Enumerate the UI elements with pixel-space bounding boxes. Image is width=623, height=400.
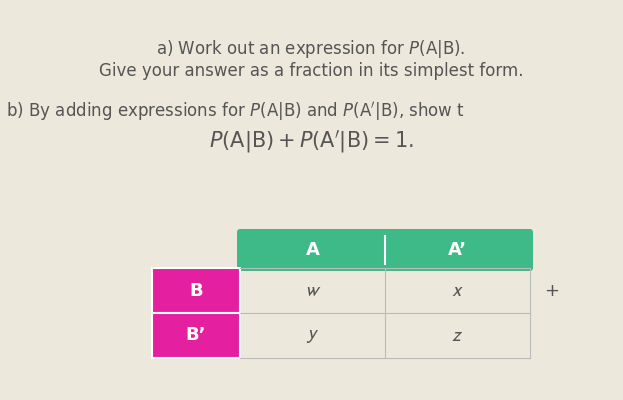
Text: $\mathcal{w}$: $\mathcal{w}$ xyxy=(304,281,321,300)
Text: $P(\mathrm{A}|\mathrm{B}) + P(\mathrm{A^{\prime}}|\mathrm{B}) = 1.$: $P(\mathrm{A}|\mathrm{B}) + P(\mathrm{A^… xyxy=(209,128,414,155)
Text: A’: A’ xyxy=(448,241,467,259)
Text: +: + xyxy=(545,282,559,300)
Text: $\mathcal{y}$: $\mathcal{y}$ xyxy=(306,326,319,345)
Text: B: B xyxy=(189,282,203,300)
Text: $\mathcal{z}$: $\mathcal{z}$ xyxy=(452,326,464,345)
Text: B’: B’ xyxy=(186,326,206,344)
FancyBboxPatch shape xyxy=(152,313,240,358)
Text: a) Work out an expression for $P(\mathrm{A}|\mathrm{B})$.: a) Work out an expression for $P(\mathrm… xyxy=(156,38,466,60)
FancyBboxPatch shape xyxy=(152,268,240,313)
Text: b) By adding expressions for $P(\mathrm{A}|\mathrm{B})$ and $P(\mathrm{A^{\prime: b) By adding expressions for $P(\mathrm{… xyxy=(6,100,465,123)
Text: $\mathcal{x}$: $\mathcal{x}$ xyxy=(451,281,464,300)
Text: Give your answer as a fraction in its simplest form.: Give your answer as a fraction in its si… xyxy=(99,62,523,80)
FancyBboxPatch shape xyxy=(237,229,533,271)
Text: A: A xyxy=(305,241,320,259)
